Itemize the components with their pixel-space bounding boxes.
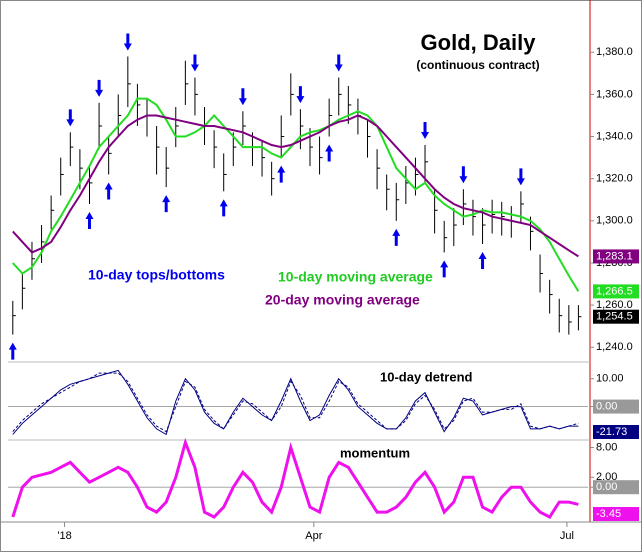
bottom-arrow (325, 144, 334, 162)
series-line (12, 369, 579, 436)
panel-title: momentum (340, 445, 410, 460)
y-tick-label: 8.00 (596, 441, 617, 453)
y-tick-label: 2.00 (596, 471, 617, 483)
y-tick-label: 10.00 (596, 373, 624, 385)
panel-title: 10-day detrend (380, 369, 473, 384)
annotation: 10-day moving average (278, 269, 433, 285)
last-value-label: 1,254.5 (596, 311, 633, 323)
last-value-label: 1,283.1 (596, 250, 633, 262)
last-value-label: -21.73 (596, 426, 627, 438)
top-arrow (334, 54, 343, 72)
y-tick-label: 0.00 (596, 481, 617, 493)
chart-title: Gold, Daily (421, 30, 537, 55)
top-arrow (190, 54, 199, 72)
last-value-label: -3.45 (596, 508, 621, 520)
top-arrow (123, 33, 132, 51)
label-box (593, 399, 639, 414)
annotation: 10-day tops/bottoms (88, 267, 225, 283)
annotation: 20-day moving average (265, 292, 420, 308)
y-tick-label: 1,300.0 (596, 215, 633, 227)
last-value-label: 1,266.5 (596, 285, 633, 297)
last-value-box (593, 284, 639, 299)
top-arrow (95, 79, 104, 97)
bottom-arrow (277, 165, 286, 183)
y-tick-label: 1,260.0 (596, 299, 633, 311)
y-tick-label: 1,240.0 (596, 341, 633, 353)
series-line (12, 114, 579, 258)
last-value-box (593, 425, 639, 439)
bottom-arrow (85, 211, 94, 229)
bottom-arrow (162, 195, 171, 213)
bottom-arrow (392, 228, 401, 246)
last-value-box (593, 507, 639, 521)
label-box (593, 480, 639, 495)
chart-subtitle: (continuous contract) (416, 58, 539, 72)
top-arrow (516, 168, 525, 186)
series-line (12, 97, 580, 292)
series-line (11, 437, 579, 519)
bottom-arrow (440, 260, 449, 278)
y-tick-label: 0.00 (596, 400, 617, 412)
y-tick-label: 1,340.0 (596, 130, 633, 142)
top-arrow (296, 86, 305, 104)
y-tick-label: 1,360.0 (596, 88, 633, 100)
top-arrow (66, 109, 75, 127)
top-arrow (459, 166, 468, 184)
last-value-box (593, 249, 639, 264)
bottom-arrow (104, 182, 113, 200)
y-tick-label: 1,320.0 (596, 173, 633, 185)
y-tick-label: 1,380.0 (596, 46, 633, 58)
series-line (12, 372, 579, 433)
x-tick-label: '18 (57, 530, 71, 542)
x-tick-label: Apr (305, 530, 322, 542)
bottom-arrow (219, 199, 228, 217)
x-tick-label: Jul (560, 530, 574, 542)
bottom-arrow (478, 252, 487, 269)
last-value-box (593, 309, 639, 324)
top-arrow (421, 121, 430, 139)
bottom-arrow (8, 342, 17, 360)
top-arrow (238, 88, 247, 106)
